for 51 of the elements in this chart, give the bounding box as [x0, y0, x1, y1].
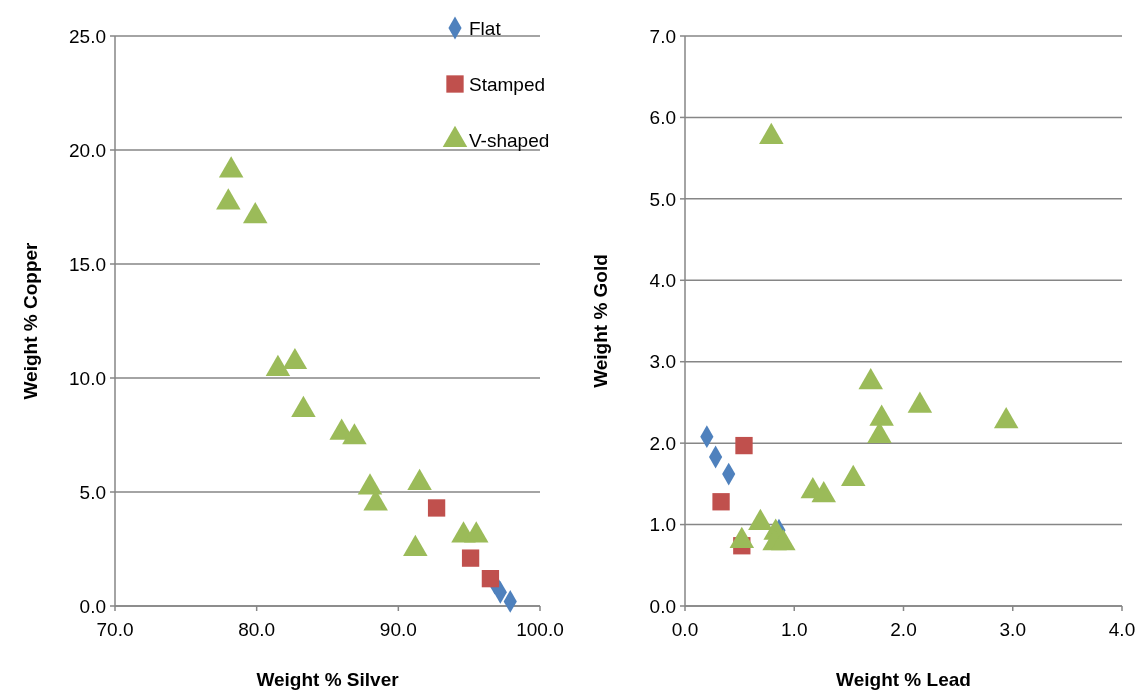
point [291, 395, 316, 417]
x-tick-label: 3.0 [999, 619, 1026, 640]
point [993, 407, 1019, 429]
point [216, 188, 241, 210]
y-tick-label: 3.0 [649, 351, 676, 373]
point [869, 404, 894, 426]
legend-label: Stamped [469, 73, 546, 95]
legend-label: Flat [469, 17, 502, 39]
x-tick-label: 90.0 [379, 619, 417, 640]
point [811, 481, 836, 503]
point [342, 423, 367, 445]
x-tick-label: 70.0 [96, 619, 134, 640]
y-tick-label: 5.0 [649, 188, 676, 210]
y-tick-label: 4.0 [649, 269, 676, 291]
x-axis-title: Weight % Silver [256, 669, 400, 690]
y-tick-label: 20.0 [69, 139, 106, 161]
point [771, 529, 796, 551]
point [858, 367, 883, 390]
point [282, 347, 308, 370]
y-tick-label: 0.0 [79, 595, 106, 617]
point [243, 201, 268, 224]
point [407, 468, 432, 490]
point [403, 534, 428, 557]
point [729, 526, 755, 548]
y-tick-label: 0.0 [649, 595, 676, 617]
point [748, 508, 773, 531]
point [840, 464, 866, 487]
y-tick-label: 2.0 [649, 432, 676, 454]
x-axis-title: Weight % Lead [836, 669, 971, 690]
y-tick-label: 10.0 [69, 367, 106, 389]
point [218, 156, 244, 178]
point [907, 391, 933, 413]
x-tick-label: 1.0 [781, 619, 808, 640]
y-tick-label: 1.0 [649, 514, 676, 536]
legend-label: V-shaped [469, 129, 550, 151]
y-tick-label: 6.0 [649, 107, 676, 129]
y-tick-label: 15.0 [69, 253, 106, 275]
y-tick-label: 25.0 [69, 25, 106, 47]
x-tick-label: 4.0 [1108, 619, 1136, 640]
point [464, 521, 489, 543]
x-tick-label: 100.0 [516, 619, 564, 640]
x-tick-label: 80.0 [238, 619, 276, 640]
y-tick-label: 5.0 [79, 481, 106, 503]
x-tick-label: 2.0 [890, 619, 917, 640]
y-axis-title: Weight % Copper [20, 241, 41, 400]
y-axis-title: Weight % Gold [590, 254, 611, 388]
y-tick-label: 7.0 [649, 25, 676, 47]
x-tick-label: 0.0 [671, 619, 699, 640]
point [357, 473, 383, 495]
point [265, 354, 291, 376]
point [759, 122, 784, 145]
